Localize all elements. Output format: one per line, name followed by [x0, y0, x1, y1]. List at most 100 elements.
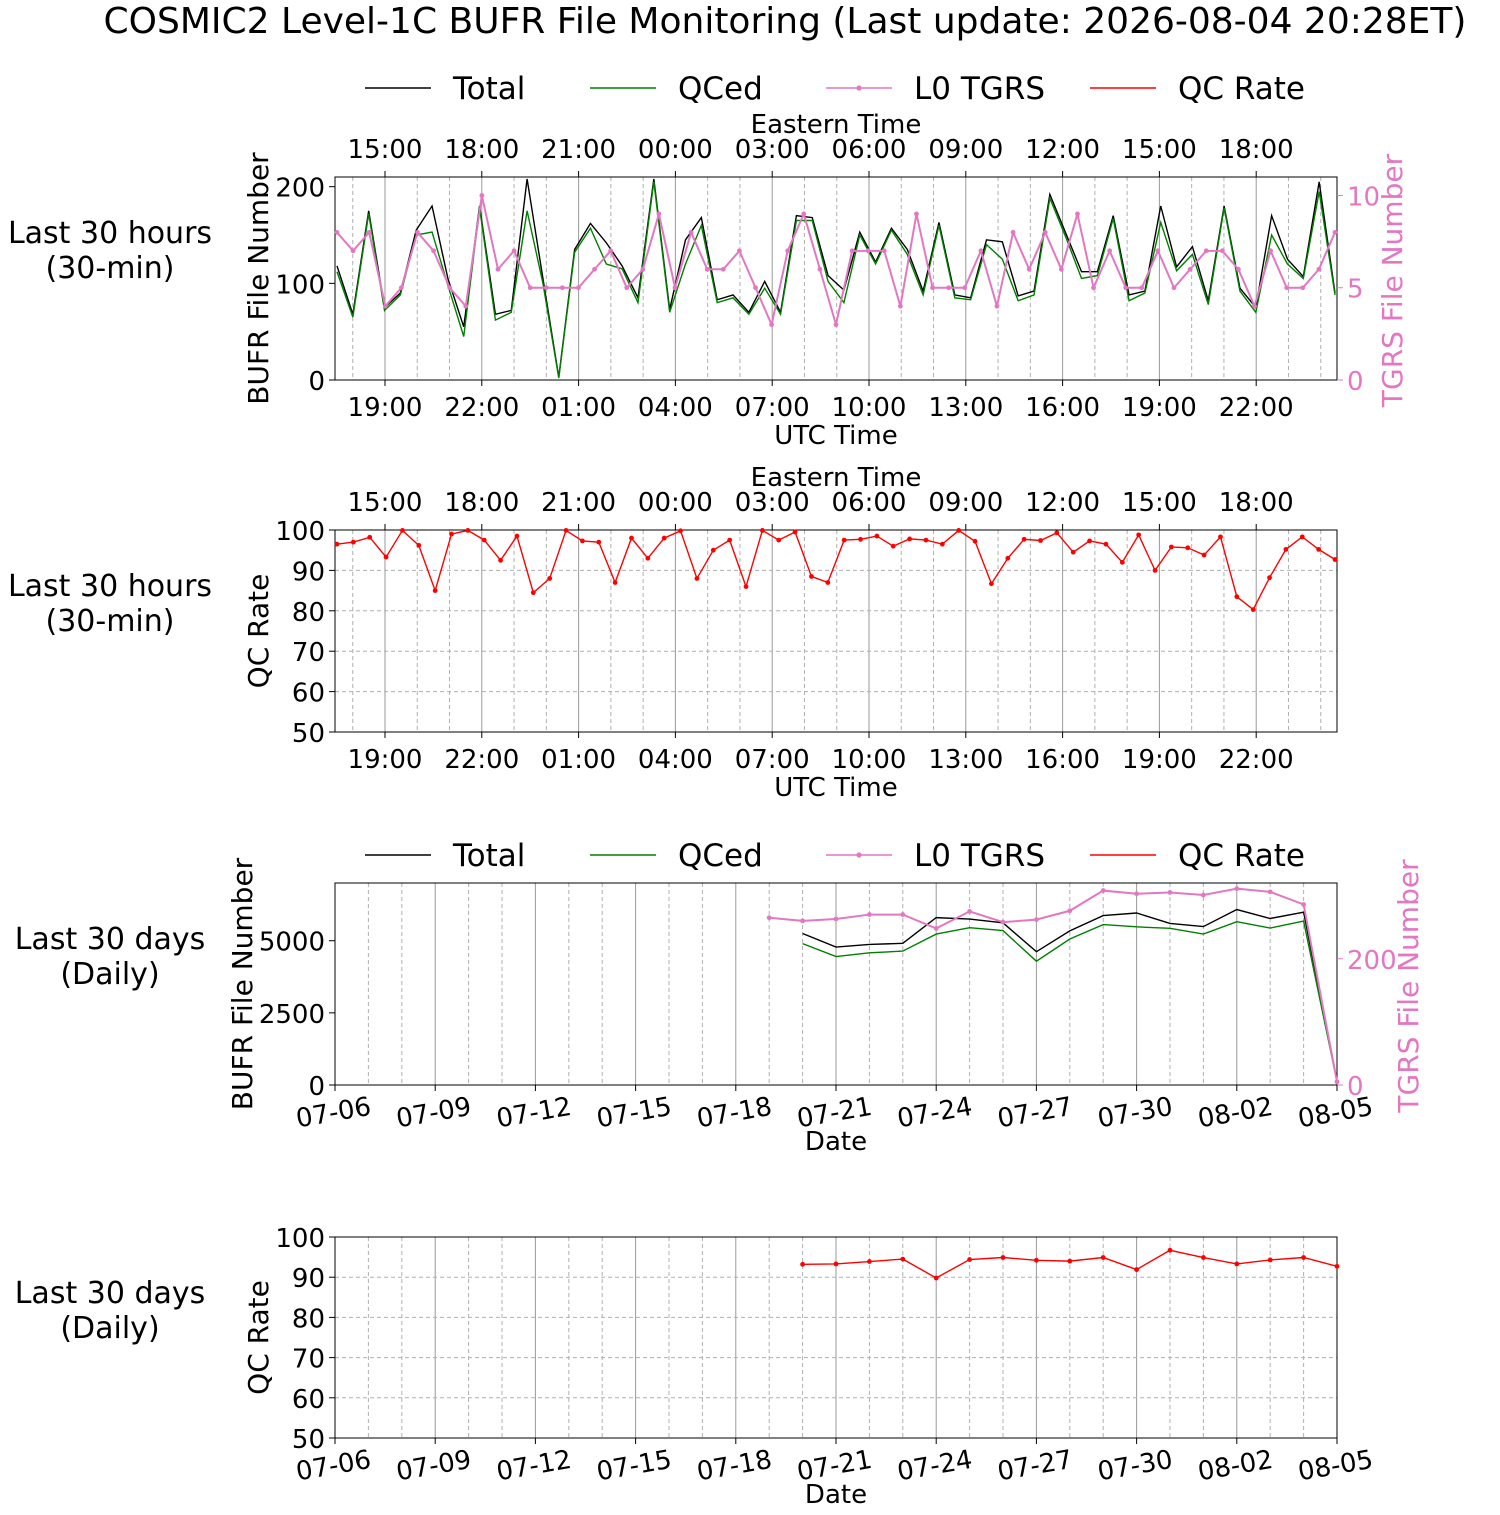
y2-tick-label: 0	[1347, 1072, 1364, 1102]
point-qc-rate	[596, 539, 602, 545]
y2-tick-label: 200	[1347, 946, 1397, 976]
point-l0-tgrs	[833, 322, 839, 328]
top-x-axis-label: Eastern Time	[751, 463, 922, 493]
point-l0-tgrs	[994, 303, 1000, 309]
point-l0-tgrs	[672, 285, 678, 291]
point-l0-tgrs	[608, 248, 614, 254]
y-tick-label: 90	[292, 557, 325, 587]
x-tick-label: 07-15	[594, 1092, 674, 1135]
point-qc-rate	[1301, 1255, 1306, 1260]
point-qc-rate	[1034, 1257, 1039, 1263]
point-l0-tgrs	[334, 229, 340, 235]
point-qc-rate	[710, 547, 716, 553]
point-l0-tgrs	[881, 248, 887, 254]
top-x-tick-label: 03:00	[735, 488, 810, 518]
point-qc-rate	[1070, 549, 1076, 555]
series-line-total	[802, 908, 1338, 1082]
y-tick-label: 100	[275, 1224, 325, 1254]
legend: Total QCed L0 TGRS QC Rate	[365, 838, 1305, 874]
row-label-sub: (30-min)	[46, 604, 175, 639]
point-l0-tgrs	[688, 229, 694, 235]
point-l0-tgrs	[1010, 229, 1016, 235]
point-qc-rate	[1250, 607, 1256, 612]
x-axis-label: UTC Time	[774, 421, 897, 451]
point-qc-rate	[727, 537, 733, 543]
x-tick-label: 10:00	[832, 393, 907, 423]
point-qc-rate	[1136, 532, 1142, 538]
row-label-sub: (30-min)	[46, 251, 175, 286]
y-tick-label: 70	[292, 638, 325, 668]
legend-label-qced: QCed	[678, 71, 763, 107]
y2-tick-label: 10	[1347, 182, 1380, 212]
x-tick-label: 16:00	[1025, 745, 1100, 775]
point-l0-tgrs	[1067, 908, 1073, 914]
point-qc-rate	[481, 537, 487, 543]
top-x-tick-label: 00:00	[638, 488, 713, 518]
series-qced	[336, 181, 1336, 379]
point-qc-rate	[1038, 538, 1043, 543]
point-l0-tgrs	[946, 285, 952, 291]
legend-label-qced: QCed	[678, 838, 763, 874]
point-l0-tgrs	[737, 248, 742, 254]
x-tick-label: 08-05	[1296, 1445, 1376, 1488]
top-x-tick-label: 15:00	[348, 488, 423, 518]
point-l0-tgrs	[1219, 248, 1225, 254]
legend-marker-l0-tgrs	[856, 852, 862, 858]
point-qc-rate	[498, 557, 504, 563]
point-l0-tgrs	[656, 211, 662, 217]
point-l0-tgrs	[415, 229, 420, 235]
point-l0-tgrs	[1284, 285, 1290, 291]
grid	[367, 883, 1305, 1085]
point-qc-rate	[867, 1259, 872, 1264]
y-axis-label: QC Rate	[242, 1280, 275, 1395]
point-qc-rate	[989, 581, 994, 587]
point-l0-tgrs	[900, 912, 906, 917]
x-tick-label: 07-09	[394, 1445, 474, 1488]
top-x-tick-label: 15:00	[1122, 135, 1197, 165]
legend-label-l0-tgrs: L0 TGRS	[914, 71, 1045, 107]
point-qc-rate	[1087, 538, 1092, 544]
point-l0-tgrs	[1203, 248, 1209, 254]
point-l0-tgrs	[801, 211, 807, 217]
point-qc-rate	[907, 536, 913, 542]
point-qc-rate	[1100, 1255, 1106, 1260]
point-l0-tgrs	[933, 926, 939, 931]
point-qc-rate	[1267, 1257, 1273, 1263]
point-qc-rate	[1201, 1255, 1206, 1260]
y-tick-label: 70	[292, 1345, 325, 1375]
x-tick-label: 07-27	[995, 1092, 1075, 1135]
point-l0-tgrs	[350, 248, 356, 254]
point-l0-tgrs	[967, 909, 972, 914]
y2-tick-label: 5	[1347, 275, 1364, 305]
point-qc-rate	[858, 536, 863, 542]
y-tick-label: 90	[292, 1264, 325, 1294]
point-l0-tgrs	[479, 193, 485, 198]
point-l0-tgrs	[769, 322, 775, 328]
point-qc-rate	[759, 528, 765, 533]
point-qc-rate	[645, 555, 651, 561]
x-tick-label: 07-30	[1095, 1445, 1175, 1488]
point-l0-tgrs	[1123, 285, 1129, 291]
y-axis-label: QC Rate	[242, 574, 275, 689]
point-l0-tgrs	[398, 285, 404, 291]
point-l0-tgrs	[1267, 889, 1273, 895]
x-axis-label: UTC Time	[774, 773, 897, 803]
y2-tick-label: 0	[1347, 367, 1364, 397]
point-qc-rate	[530, 590, 536, 596]
point-l0-tgrs	[962, 285, 968, 291]
point-qc-rate	[547, 576, 553, 581]
x-tick-label: 13:00	[928, 745, 1003, 775]
top-x-tick-label: 12:00	[1025, 135, 1100, 165]
point-qc-rate	[1218, 534, 1223, 540]
x-tick-label: 22:00	[444, 393, 519, 423]
x-tick-label: 22:00	[1219, 393, 1294, 423]
point-l0-tgrs	[1301, 902, 1306, 907]
point-qc-rate	[967, 1257, 972, 1262]
top-x-tick-label: 18:00	[444, 135, 519, 165]
point-l0-tgrs	[1139, 285, 1145, 291]
point-qc-rate	[449, 531, 454, 537]
point-qc-rate	[612, 580, 618, 585]
point-l0-tgrs	[447, 285, 453, 291]
